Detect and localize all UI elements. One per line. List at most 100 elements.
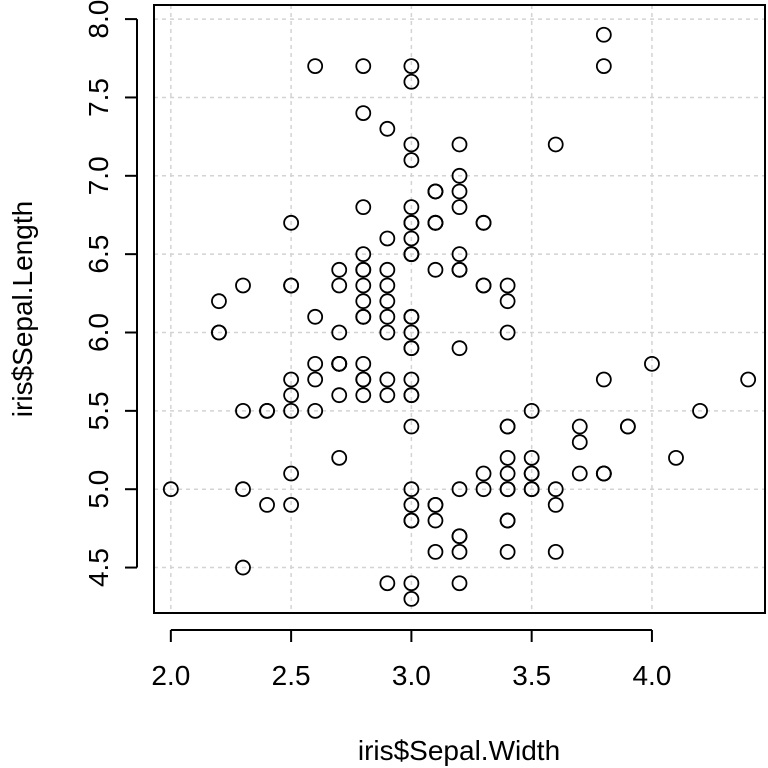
data-point [355,355,372,372]
data-point [403,590,420,607]
data-point [523,449,540,466]
data-point [499,512,516,529]
data-point [403,152,420,169]
data-point [355,246,372,263]
data-point [595,465,612,482]
data-point [403,371,420,388]
y-tick-label: 7.0 [83,156,114,195]
data-point [331,324,348,341]
data-point [499,418,516,435]
x-tick-label: 2.0 [151,660,190,691]
data-point [403,481,420,498]
data-points [162,26,757,607]
y-tick-label: 5.5 [83,391,114,430]
data-point [259,402,275,419]
data-point [403,340,420,357]
data-point [403,324,420,341]
data-point [644,355,660,372]
data-point [379,293,396,310]
data-point [427,543,444,560]
data-point [283,465,300,482]
data-point [307,371,324,388]
data-point [451,528,468,545]
data-point [692,402,708,419]
data-point [379,308,396,325]
data-point [379,277,396,294]
data-point [499,324,516,341]
data-point [571,465,588,482]
data-point [403,418,420,435]
data-point [235,402,251,419]
data-point [379,230,396,247]
data-point [403,308,420,325]
data-point [499,481,516,498]
data-point [355,293,372,310]
data-point [331,261,348,278]
data-point [355,58,372,75]
data-point [283,277,300,294]
data-point [451,261,468,278]
data-point [211,293,227,310]
data-point [355,261,372,278]
data-point [427,183,444,200]
data-point [259,496,275,513]
data-point [740,371,757,388]
data-point [331,355,348,372]
data-point [499,449,516,466]
data-point [403,512,420,529]
data-point [403,58,420,75]
data-point [547,496,564,513]
data-point [162,481,179,498]
data-point [427,214,444,231]
data-point [331,277,348,294]
data-point [499,277,516,294]
data-point [379,324,396,341]
data-point [379,261,396,278]
data-point [403,73,420,90]
data-point [355,277,372,294]
gridlines [154,5,765,613]
y-axis: 4.5 5.0 5.5 6.0 6.5 7.0 7.5 8.0 [83,0,138,587]
data-point [379,120,396,137]
y-axis-title: iris$Sepal.Length [7,201,38,417]
data-point [235,559,251,576]
x-axis: 2.0 2.5 3.0 3.5 4.0 [151,629,671,691]
data-point [403,230,420,247]
data-point [283,387,300,404]
data-point [355,308,372,325]
data-point [427,261,444,278]
y-tick-label: 4.5 [83,548,114,587]
data-point [283,214,300,231]
data-point [355,105,372,122]
data-point [427,512,444,529]
data-point [475,481,492,498]
data-point [235,481,251,498]
data-point [595,371,612,388]
data-point [403,136,420,153]
y-tick-label: 8.0 [83,0,114,39]
data-point [403,575,420,592]
data-point [668,449,684,466]
data-point [475,465,492,482]
y-tick-label: 5.0 [83,470,114,509]
data-point [547,136,564,153]
x-tick-label: 2.5 [272,660,311,691]
data-point [211,324,227,341]
data-point [283,402,300,419]
data-point [331,387,348,404]
data-point [379,387,396,404]
data-point [451,575,468,592]
data-point [499,465,516,482]
data-point [547,543,564,560]
data-point [451,340,468,357]
data-point [403,387,420,404]
data-point [355,387,372,404]
x-axis-title: iris$Sepal.Width [358,735,560,766]
data-point [307,355,324,372]
data-point [307,58,324,75]
data-point [403,246,420,263]
data-point [235,277,251,294]
y-tick-label: 7.5 [83,78,114,117]
data-point [499,543,516,560]
